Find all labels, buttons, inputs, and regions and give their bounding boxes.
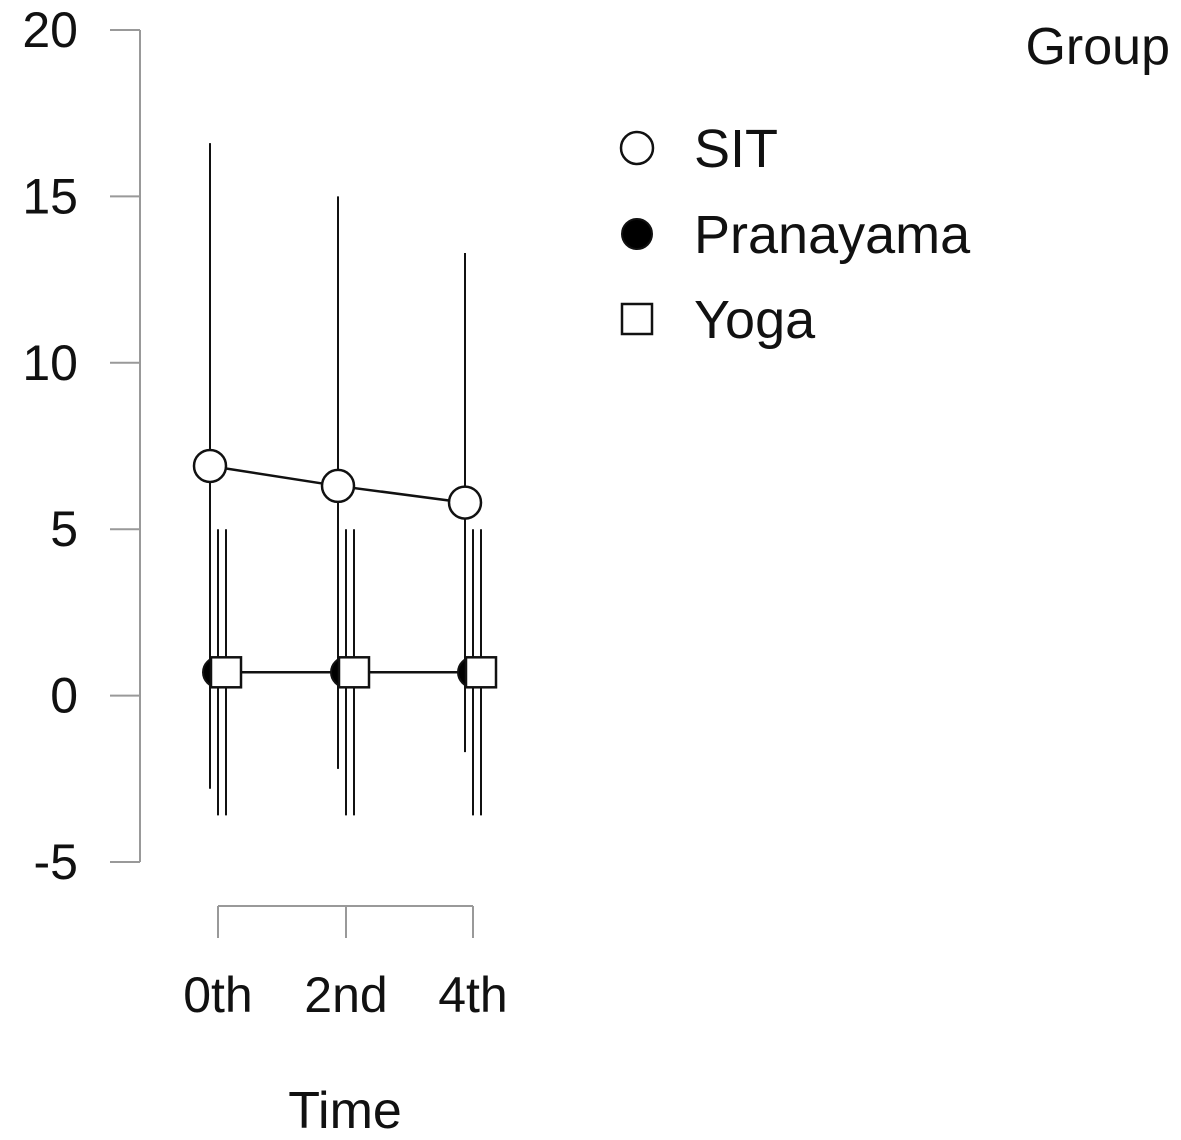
legend-title: Group (1025, 18, 1170, 76)
sit-point (447, 485, 483, 520)
yoga-point (464, 656, 498, 689)
x-tick-label: 0th (183, 967, 253, 1023)
yoga-point (209, 656, 243, 689)
sit-point (192, 448, 228, 484)
legend-marker-pranayama (621, 218, 653, 250)
y-axis: -5 0 5 10 15 20 (22, 2, 141, 890)
legend: Group SIT Pranayama Yoga (619, 18, 1170, 350)
x-tick-label: 4th (438, 967, 508, 1023)
y-tick-label: -5 (34, 834, 78, 890)
y-tick-label: 5 (50, 501, 78, 557)
y-tick-label: 15 (22, 168, 78, 224)
y-tick-label: 10 (22, 335, 78, 391)
yoga-point (337, 656, 371, 689)
x-tick-label: 2nd (304, 967, 387, 1023)
legend-label-yoga: Yoga (694, 290, 816, 350)
plot-area (192, 143, 498, 816)
legend-label-pranayama: Pranayama (694, 205, 971, 265)
y-tick-label: 0 (50, 668, 78, 724)
sit-point (320, 468, 356, 504)
legend-marker-yoga (620, 302, 654, 336)
legend-label-sit: SIT (694, 119, 778, 179)
y-tick-label: 20 (22, 2, 78, 58)
x-axis-title: Time (288, 1082, 402, 1140)
legend-marker-sit (619, 130, 655, 166)
x-axis: 0th 2nd 4th (183, 905, 508, 1023)
